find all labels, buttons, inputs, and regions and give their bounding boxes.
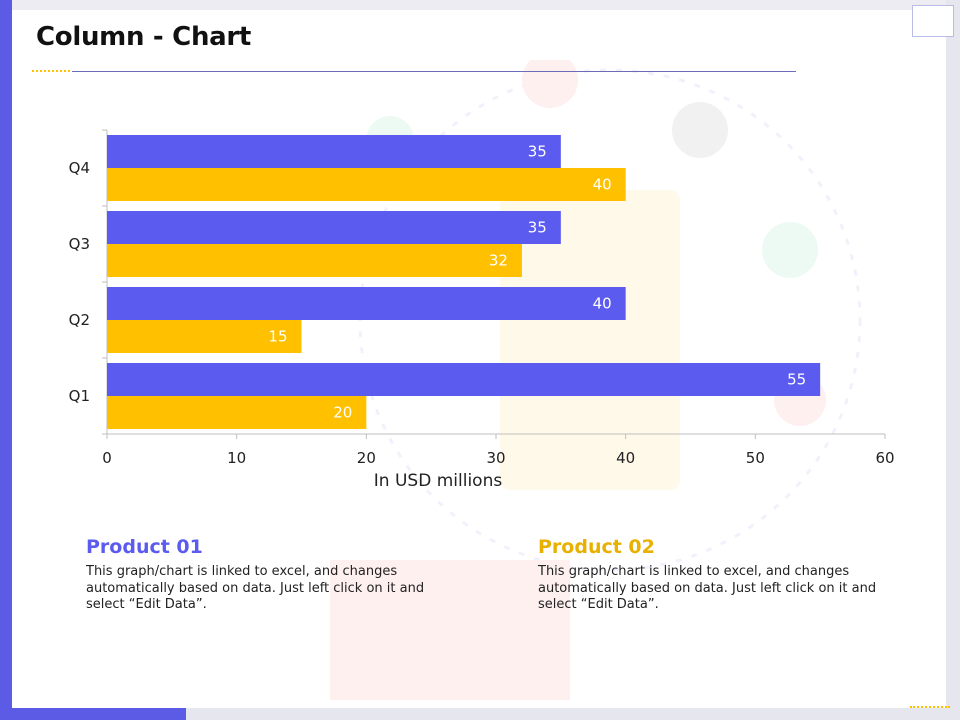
data-label-q3-product-02: 32: [489, 252, 508, 270]
x-tick-label-0: 0: [102, 449, 112, 467]
data-label-q4-product-02: 40: [593, 176, 612, 194]
slide-canvas: [14, 12, 946, 706]
bar-q2-product-01: [107, 287, 626, 320]
x-axis-title: In USD millions: [374, 471, 503, 491]
title-dotted-accent: [32, 70, 70, 72]
x-tick-label-20: 20: [357, 449, 376, 467]
x-tick-label-10: 10: [227, 449, 246, 467]
frame-bottom-accent-bar: [0, 708, 186, 720]
product-02-block: Product 02 This graph/chart is linked to…: [538, 536, 878, 614]
product-01-block: Product 01 This graph/chart is linked to…: [86, 536, 426, 614]
data-label-q1-product-01: 55: [787, 371, 806, 389]
bar-q3-product-01: [107, 211, 561, 244]
page-title: Column - Chart: [36, 22, 252, 52]
y-tick-label-q2: Q2: [69, 311, 90, 329]
x-tick-label-60: 60: [875, 449, 894, 467]
title-underline: [72, 71, 796, 72]
x-tick-label-40: 40: [616, 449, 635, 467]
corner-frame-box: [912, 5, 954, 37]
data-label-q2-product-02: 15: [268, 328, 287, 346]
bar-q1-product-02: [107, 396, 367, 429]
data-label-q3-product-01: 35: [528, 219, 547, 237]
data-label-q2-product-01: 40: [593, 295, 612, 313]
x-tick-label-30: 30: [486, 449, 505, 467]
bar-q2-product-02: [107, 320, 302, 353]
frame-bottom-strip: [186, 708, 960, 720]
bar-q4-product-02: [107, 168, 626, 201]
bar-q1-product-01: [107, 363, 821, 396]
x-tick-label-50: 50: [746, 449, 765, 467]
frame-left-accent-bar: [0, 0, 12, 720]
bar-q3-product-02: [107, 244, 522, 277]
product-02-description: This graph/chart is linked to excel, and…: [538, 564, 877, 612]
frame-right-strip: [946, 0, 960, 720]
bar-q4-product-01: [107, 135, 561, 168]
product-02-title: Product 02: [538, 536, 655, 558]
product-01-title: Product 01: [86, 536, 203, 558]
data-label-q1-product-02: 20: [333, 404, 352, 422]
y-tick-label-q4: Q4: [69, 159, 90, 177]
y-tick-label-q3: Q3: [69, 235, 90, 253]
product-01-description: This graph/chart is linked to excel, and…: [86, 564, 425, 612]
frame-top-strip: [12, 0, 960, 10]
y-tick-label-q1: Q1: [69, 387, 90, 405]
data-label-q4-product-01: 35: [528, 143, 547, 161]
bottom-dotted-accent: [910, 706, 950, 708]
